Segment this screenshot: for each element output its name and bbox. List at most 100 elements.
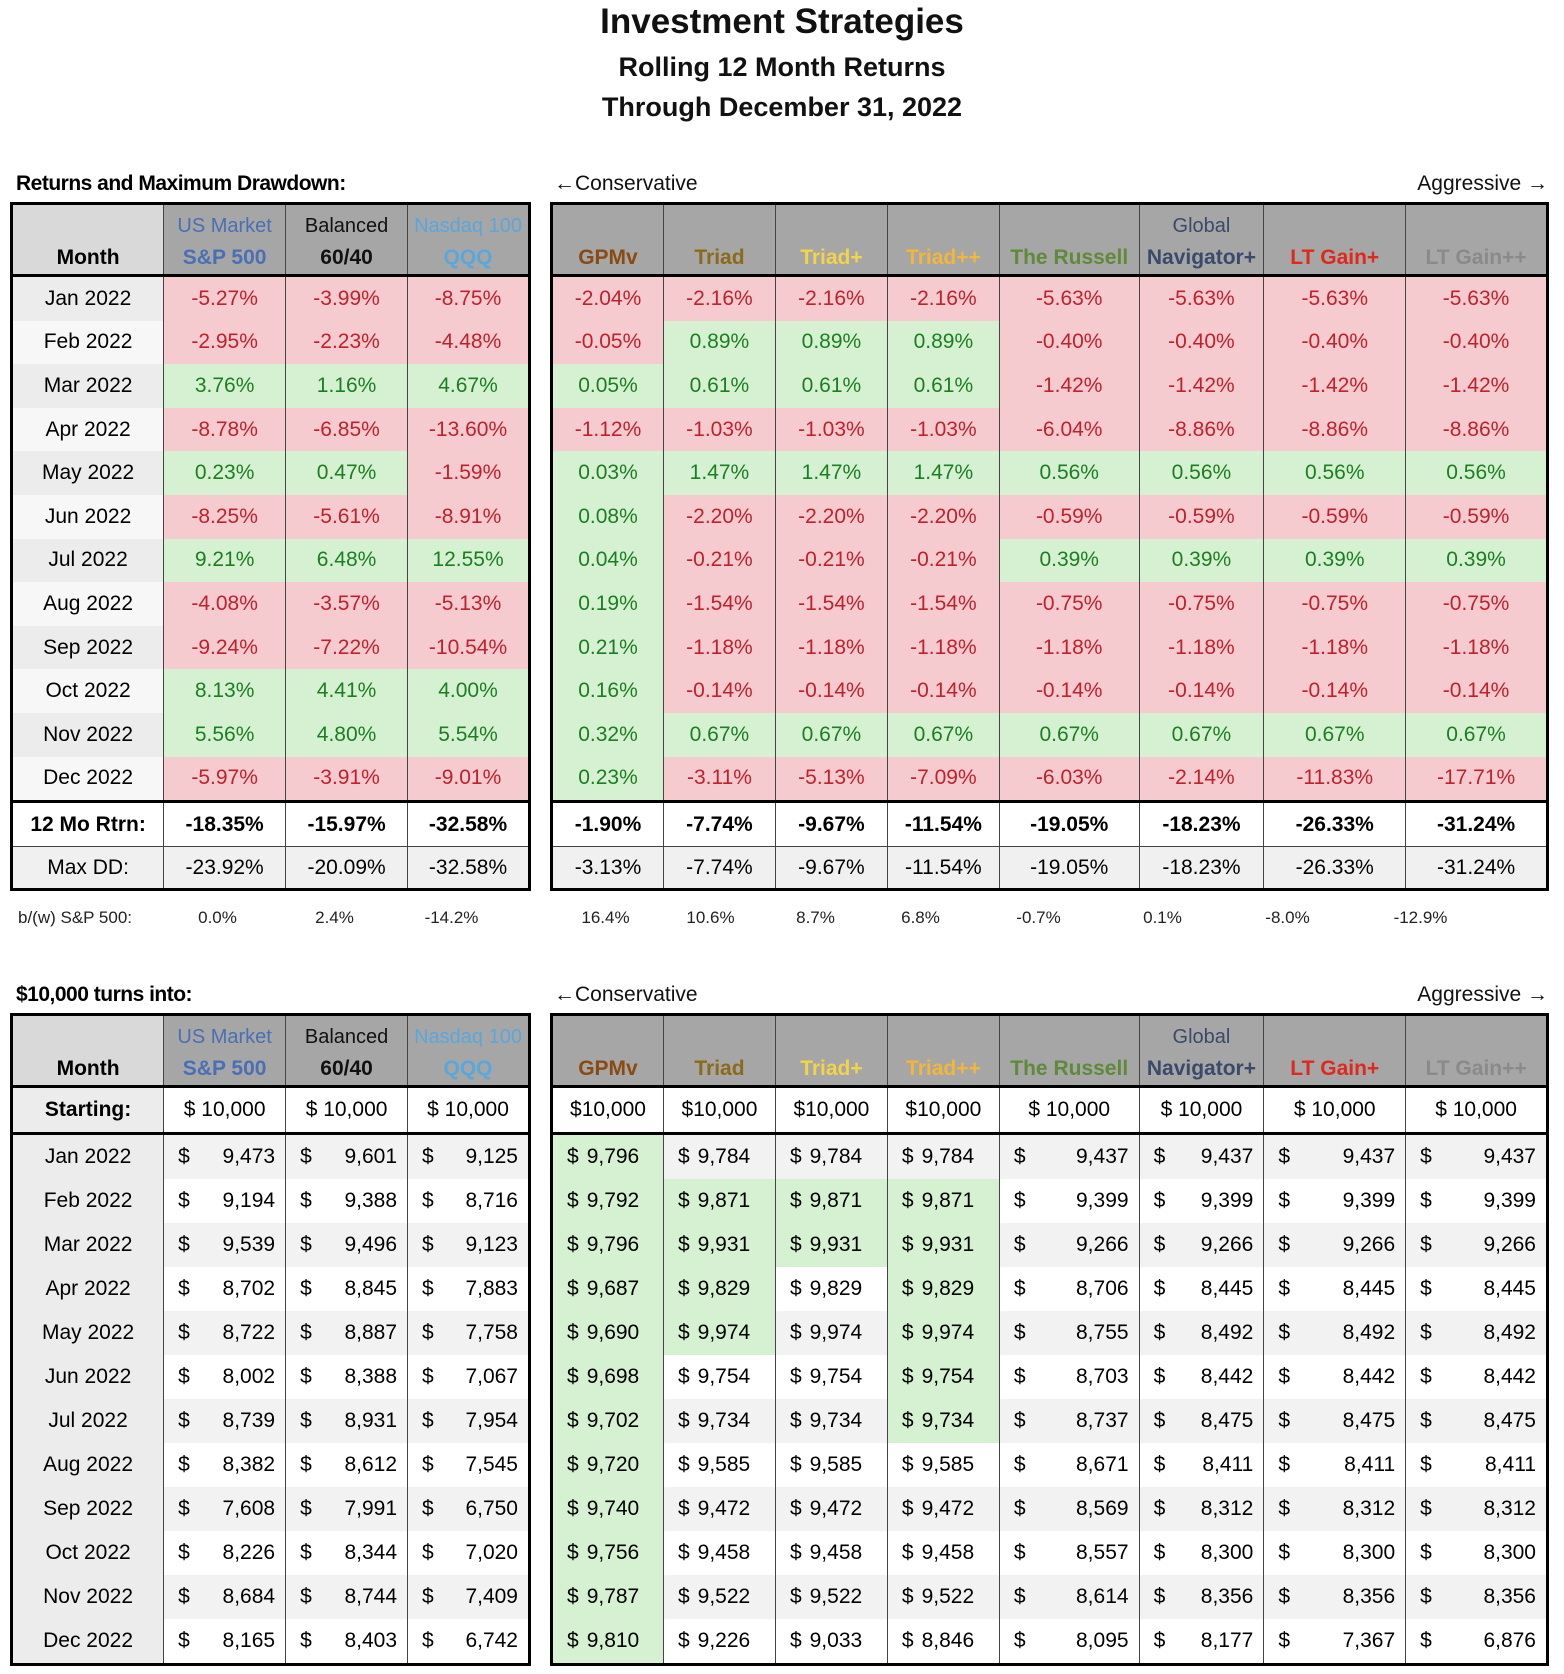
growth-cell: $8,557 — [998, 1531, 1140, 1575]
amount: 9,266 — [1076, 1233, 1129, 1256]
strategy-header-3-bottom-label: Triad++ — [906, 246, 981, 269]
growth-cell: $8,931 — [285, 1399, 408, 1443]
growth-cell: $9,399 — [1138, 1179, 1264, 1223]
dollar-sign: $ — [1153, 1365, 1166, 1388]
return-cell: -1.18% — [1263, 625, 1406, 670]
strategy-header-6-bottom-label: LT Gain+ — [1290, 246, 1380, 269]
return-cell: -5.97% — [163, 756, 286, 802]
amount: 7,758 — [465, 1321, 518, 1344]
dollar-sign: $ — [901, 1233, 914, 1256]
growth-cell: $9,784 — [774, 1133, 888, 1179]
amount: 9,472 — [921, 1497, 975, 1520]
total-cell: -26.33% — [1263, 800, 1406, 848]
amount: 9,784 — [809, 1145, 863, 1168]
dollar-sign: $ — [422, 1277, 434, 1300]
return-cell: 1.47% — [886, 451, 1000, 495]
month-cell: Jun 2022 — [11, 1355, 164, 1399]
growth-cell: $9,784 — [662, 1133, 776, 1179]
return-cell: -8.86% — [1263, 407, 1406, 452]
dollar-sign: $ — [422, 1321, 434, 1344]
amount: 8,845 — [344, 1277, 398, 1300]
return-cell: -11.83% — [1263, 756, 1406, 802]
amount: 9,266 — [1200, 1233, 1254, 1256]
starting-cell: $10,000 — [774, 1086, 888, 1135]
amount: 8,442 — [1200, 1365, 1254, 1388]
growth-cell: $9,388 — [285, 1179, 408, 1223]
strategy-header-0: GPMv — [551, 203, 664, 277]
dollar-sign: $ — [901, 1365, 914, 1388]
month-cell: Apr 2022 — [11, 1267, 164, 1311]
return-cell: -0.14% — [998, 669, 1140, 713]
dollar-sign: $ — [1420, 1453, 1432, 1476]
strategy-header-2: Triad+ — [774, 1014, 888, 1088]
dollar-sign: $ — [567, 1629, 579, 1652]
amount: 9,829 — [921, 1277, 975, 1300]
dollar-sign: $ — [178, 1189, 190, 1212]
amount: 6,876 — [1483, 1629, 1536, 1652]
amount: 9,522 — [921, 1585, 975, 1608]
bw-label: b/(w) S&P 500: — [18, 908, 133, 927]
table-row: $9,720 $9,585 $9,585 $9,585 $8,671 $8,411 $8,4… — [551, 1443, 1548, 1487]
amount: 8,716 — [465, 1189, 518, 1212]
total-cell: -18.23% — [1138, 800, 1264, 848]
growth-cell: $9,974 — [886, 1311, 1000, 1355]
dollar-sign: $ — [1013, 1145, 1026, 1168]
table-row: $9,698 $9,754 $9,754 $9,754 $8,703 $8,442 $8,4… — [551, 1355, 1548, 1399]
return-cell: -0.40% — [1138, 320, 1264, 365]
dollar-sign: $ — [677, 1233, 690, 1256]
growth-benchmark-table: Month US Market S&P 500 Balanced 60/40 Nasdaq… — [10, 1013, 531, 1666]
growth-cell: $9,754 — [886, 1355, 1000, 1399]
strategy-header-7: LT Gain++ — [1405, 1014, 1548, 1088]
table-row: $9,810 $9,226 $9,033 $8,846 $8,095 $8,177 $7,3… — [551, 1619, 1548, 1665]
total-label: 12 Mo Rtrn: — [11, 800, 164, 848]
growth-cell: $8,737 — [998, 1399, 1140, 1443]
table-row: Nov 2022 $8,684 $8,744 $7,409 — [11, 1575, 530, 1619]
strategy-header-1-top-label — [664, 1021, 774, 1053]
return-cell: -9.24% — [163, 625, 286, 670]
amount: 9,388 — [344, 1189, 398, 1212]
growth-cell: $9,784 — [886, 1133, 1000, 1179]
dollar-sign: $ — [422, 1453, 434, 1476]
total-cell: -15.97% — [285, 800, 408, 848]
growth-cell: $9,720 — [551, 1443, 664, 1487]
starting-cell: $10,000 — [551, 1086, 664, 1135]
dollar-sign: $ — [1013, 1365, 1026, 1388]
maxdd-label: Max DD: — [11, 846, 164, 890]
return-cell: -1.42% — [1405, 364, 1548, 408]
growth-cell: $9,740 — [551, 1487, 664, 1531]
dollar-sign: $ — [1278, 1497, 1291, 1520]
table-row: Jul 2022 9.21% 6.48% 12.55% — [11, 538, 530, 583]
dollar-sign: $ — [901, 1145, 914, 1168]
dollar-sign: $ — [677, 1585, 690, 1608]
growth-cell: $8,312 — [1138, 1487, 1264, 1531]
dollar-sign: $ — [300, 1541, 312, 1564]
amount: 7,367 — [1342, 1629, 1396, 1652]
amount: 9,698 — [586, 1365, 640, 1388]
dollar-sign: $ — [1420, 1321, 1432, 1344]
dollar-sign: $ — [789, 1497, 802, 1520]
return-cell: 0.23% — [163, 451, 286, 495]
strategy-header-0: GPMv — [551, 1014, 664, 1088]
amount: 8,739 — [222, 1409, 276, 1432]
return-cell: -5.27% — [163, 275, 286, 321]
growth-cell: $9,871 — [662, 1179, 776, 1223]
return-cell: -6.85% — [285, 407, 408, 452]
dollar-sign: $ — [1153, 1453, 1166, 1476]
dollar-sign: $ — [178, 1453, 190, 1476]
return-cell: -0.75% — [1138, 582, 1264, 626]
return-cell: -6.03% — [998, 756, 1140, 802]
return-cell: -1.59% — [407, 451, 530, 495]
page-title: Investment Strategies — [600, 2, 964, 41]
table-row: $9,796 $9,931 $9,931 $9,931 $9,266 $9,266 $9,2… — [551, 1223, 1548, 1267]
growth-strategy-table: GPMv Triad Triad+ Triad++ The Russell Glo… — [550, 1013, 1549, 1666]
return-cell: 1.16% — [285, 364, 408, 408]
amount: 8,492 — [1342, 1321, 1396, 1344]
benchmark-header-2-top-label: Nasdaq 100 — [414, 1026, 522, 1048]
table-row: -1.12% -1.03% -1.03% -1.03% -6.04% -8.86% -8.8… — [551, 407, 1548, 452]
dollar-sign: $ — [300, 1409, 312, 1432]
amount: 8,684 — [222, 1585, 276, 1608]
strategy-header-3: Triad++ — [886, 1014, 1000, 1088]
amount: 9,871 — [921, 1189, 975, 1212]
return-cell: -0.40% — [998, 320, 1140, 365]
return-cell: 0.56% — [1263, 451, 1406, 495]
